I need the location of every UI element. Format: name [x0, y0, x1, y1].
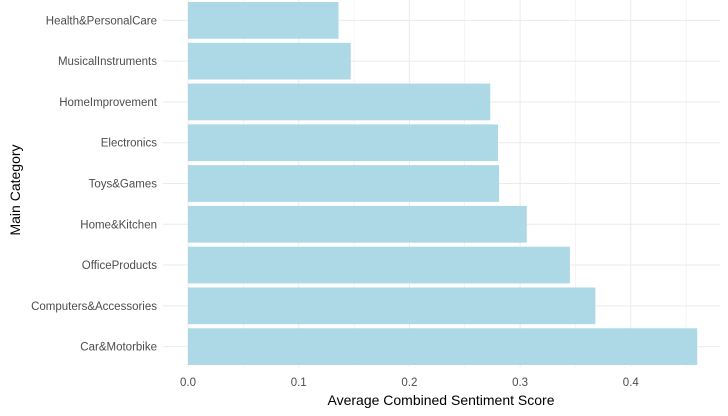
y-tick-label: Health&PersonalCare [46, 15, 157, 27]
y-tick-labels: Health&PersonalCare MusicalInstruments Hom… [31, 15, 158, 353]
bars [188, 2, 698, 365]
y-tick-label: Computers&Accessories [31, 301, 157, 313]
bar [188, 165, 500, 202]
y-tick-label: HomeImprovement [59, 97, 158, 109]
y-tick-label: Toys&Games [89, 179, 158, 191]
x-tick-label: 0.0 [180, 377, 196, 389]
x-tick-label: 0.4 [623, 377, 640, 389]
bar [188, 287, 596, 325]
bar [188, 328, 698, 365]
y-axis-title: Main Category [7, 144, 23, 235]
x-axis-title: Average Combined Sentiment Score [328, 392, 555, 408]
bar [188, 124, 498, 162]
bar [188, 83, 491, 121]
y-tick-label: Electronics [101, 138, 157, 150]
x-tick-label: 0.1 [291, 377, 307, 389]
x-tick-label: 0.3 [512, 377, 528, 389]
x-tick-label: 0.2 [401, 377, 417, 389]
bar [188, 42, 351, 80]
y-tick-label: Car&Motorbike [80, 342, 157, 354]
x-tick-labels: 0.0 0.1 0.2 0.3 0.4 [180, 377, 639, 389]
bar [188, 2, 339, 39]
y-tick-label: Home&Kitchen [80, 219, 157, 231]
y-tick-label: OfficeProducts [82, 260, 157, 272]
bar [188, 246, 570, 284]
y-tick-label: MusicalInstruments [58, 56, 157, 68]
bar [188, 205, 527, 243]
